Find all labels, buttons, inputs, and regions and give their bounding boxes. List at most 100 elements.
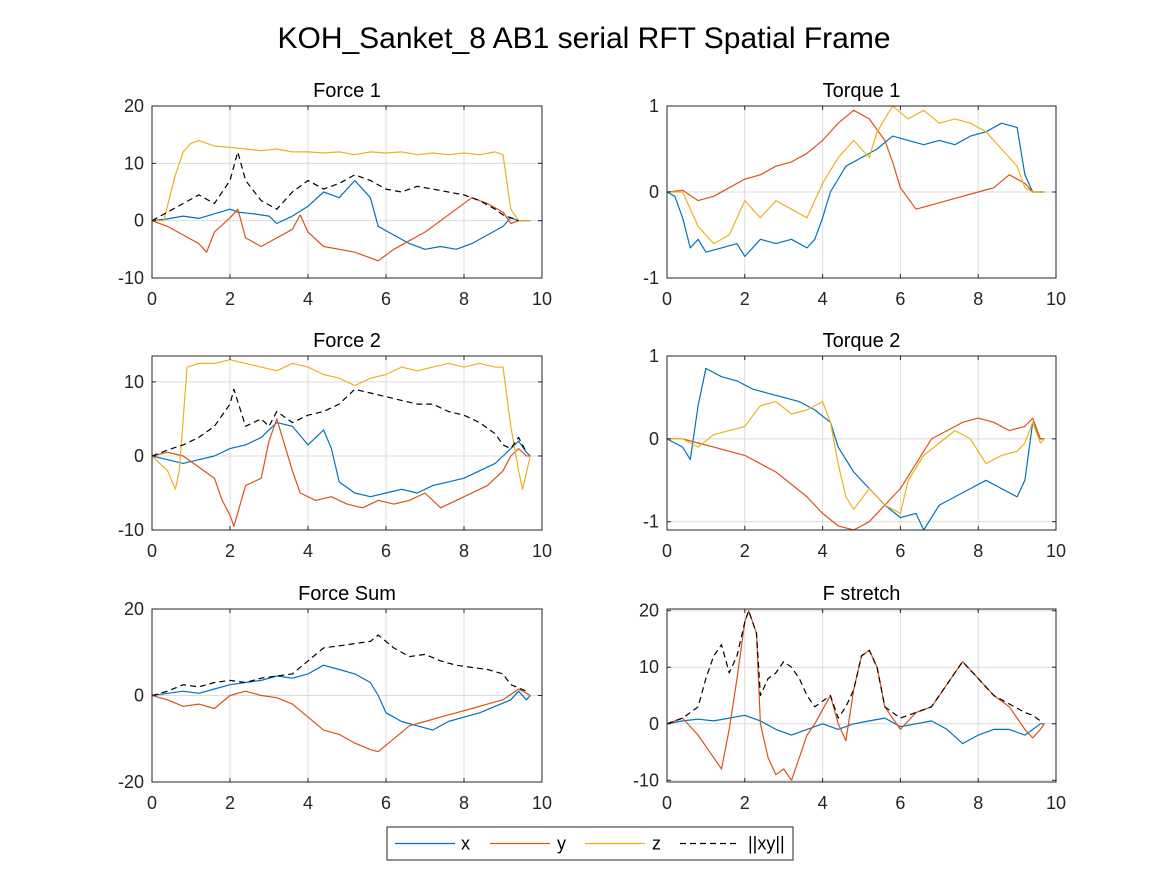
series-line-norm — [152, 388, 527, 457]
x-tick-label: 8 — [459, 793, 469, 813]
x-tick-label: 6 — [895, 289, 905, 309]
plot-area — [152, 106, 542, 278]
y-tick-label: 0 — [649, 429, 659, 449]
y-tick-label: 10 — [124, 153, 144, 173]
plot-area — [667, 356, 1056, 530]
x-tick-label: 6 — [895, 541, 905, 561]
x-tick-label: 10 — [1046, 793, 1066, 813]
y-tick-label: 20 — [124, 599, 144, 619]
x-tick-label: 6 — [381, 289, 391, 309]
axes-frame — [666, 355, 1057, 531]
x-tick-label: 8 — [973, 541, 983, 561]
series-line-x — [152, 422, 531, 498]
legend-label-y: y — [557, 834, 566, 854]
plot-area — [152, 356, 542, 530]
series-line-x — [152, 179, 531, 250]
x-tick-label: 0 — [662, 289, 672, 309]
x-tick-label: 8 — [973, 289, 983, 309]
series-group — [667, 106, 1045, 258]
x-tick-label: 10 — [532, 793, 552, 813]
y-tick-label: 1 — [649, 346, 659, 366]
series-line-x — [667, 714, 1045, 745]
x-tick-label: 4 — [818, 793, 828, 813]
y-tick-label: 0 — [649, 714, 659, 734]
series-line-y — [152, 418, 531, 527]
x-tick-label: 10 — [1046, 541, 1066, 561]
x-tick-label: 4 — [303, 289, 313, 309]
x-tick-label: 8 — [459, 541, 469, 561]
x-tick-label: 6 — [895, 793, 905, 813]
subplot-title: Force Sum — [298, 583, 396, 605]
x-tick-label: 4 — [818, 541, 828, 561]
x-tick-label: 4 — [303, 793, 313, 813]
y-tick-label: 10 — [639, 657, 659, 677]
series-line-y — [152, 688, 531, 753]
series-group — [152, 359, 531, 527]
x-tick-label: 6 — [381, 793, 391, 813]
y-tick-label: -10 — [118, 268, 144, 288]
y-tick-label: 1 — [649, 96, 659, 116]
series-line-norm — [152, 634, 527, 697]
y-tick-label: 20 — [124, 96, 144, 116]
y-tick-label: 0 — [134, 686, 144, 706]
y-tick-label: -10 — [633, 770, 659, 790]
series-group — [667, 367, 1045, 530]
axes-frame — [151, 105, 543, 279]
x-tick-label: 8 — [459, 289, 469, 309]
x-tick-label: 2 — [225, 793, 235, 813]
x-tick-label: 0 — [147, 541, 157, 561]
x-tick-label: 0 — [662, 541, 672, 561]
series-line-z — [152, 139, 531, 222]
x-tick-label: 2 — [740, 793, 750, 813]
x-tick-label: 10 — [532, 289, 552, 309]
y-tick-label: -1 — [643, 512, 659, 532]
y-tick-label: -1 — [643, 268, 659, 288]
x-tick-label: 2 — [740, 289, 750, 309]
x-tick-label: 0 — [147, 793, 157, 813]
x-tick-label: 2 — [225, 289, 235, 309]
subplot-title: F stretch — [823, 583, 901, 605]
y-tick-label: 0 — [134, 211, 144, 231]
series-line-z — [152, 359, 531, 490]
x-tick-label: 0 — [662, 793, 672, 813]
series-group — [667, 610, 1045, 781]
x-tick-label: 10 — [532, 541, 552, 561]
y-tick-label: 20 — [639, 601, 659, 621]
x-tick-label: 4 — [818, 289, 828, 309]
series-line-x — [667, 367, 1045, 530]
legend: x y z ||xy|| — [386, 826, 794, 861]
x-tick-label: 4 — [303, 541, 313, 561]
x-tick-label: 2 — [225, 541, 235, 561]
subplot-title: Force 1 — [313, 80, 381, 102]
legend-label-x: x — [461, 834, 470, 854]
y-tick-label: 10 — [124, 372, 144, 392]
y-tick-label: 0 — [649, 182, 659, 202]
series-line-y — [667, 417, 1045, 530]
legend-label-norm: ||xy|| — [748, 834, 785, 854]
subplot-title: Force 2 — [313, 330, 381, 352]
series-line-z — [667, 106, 1045, 245]
series-group — [152, 634, 531, 753]
series-line-x — [152, 664, 531, 731]
axes-frame — [666, 608, 1057, 783]
subplot-title: Torque 2 — [823, 330, 901, 352]
series-line-norm — [667, 610, 1041, 725]
x-tick-label: 10 — [1046, 289, 1066, 309]
series-line-y — [667, 109, 1045, 210]
x-tick-label: 6 — [381, 541, 391, 561]
series-line-z — [667, 401, 1045, 515]
axes-frame — [151, 355, 543, 531]
series-line-norm — [152, 151, 519, 222]
series-line-y — [667, 610, 1045, 781]
series-group — [152, 139, 531, 262]
x-tick-label: 2 — [740, 541, 750, 561]
legend-label-z: z — [652, 834, 661, 854]
plot-area — [667, 609, 1056, 782]
